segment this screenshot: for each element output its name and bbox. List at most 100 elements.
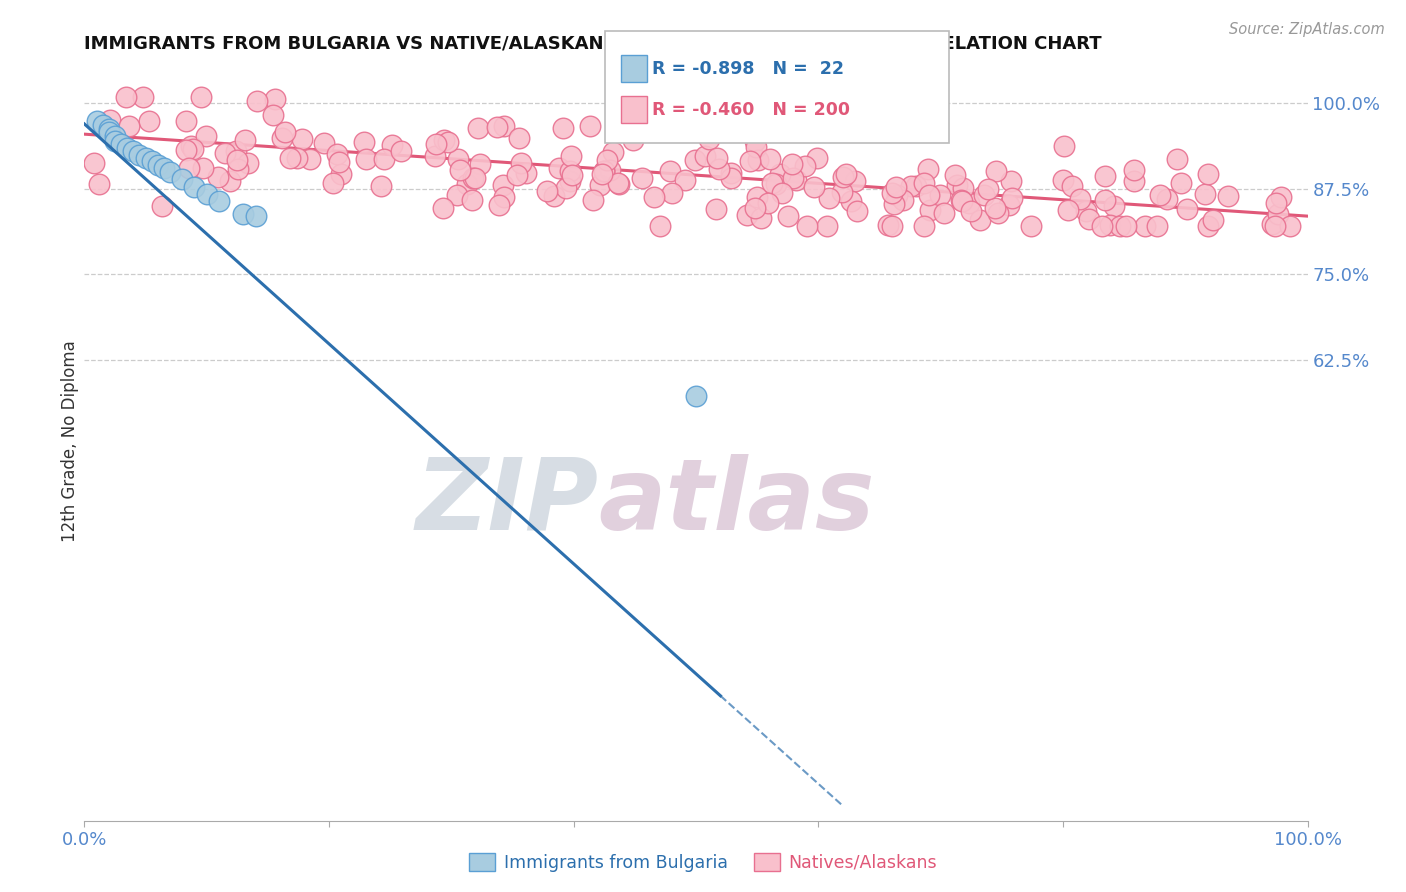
- Point: [749, 211, 772, 225]
- Point: [1261, 217, 1284, 231]
- Point: [780, 157, 803, 171]
- Point: [832, 169, 855, 184]
- Point: [83, 155, 105, 169]
- Point: [765, 177, 787, 191]
- Point: [280, 151, 302, 165]
- Point: [582, 194, 605, 208]
- Point: [235, 133, 257, 147]
- Point: [740, 154, 762, 169]
- Point: [98, 112, 121, 127]
- Point: [554, 181, 576, 195]
- Point: [172, 171, 194, 186]
- Point: [984, 164, 1007, 178]
- Point: [135, 151, 157, 165]
- Point: [494, 190, 516, 204]
- Point: [661, 186, 683, 201]
- Text: R = -0.460   N = 200: R = -0.460 N = 200: [652, 101, 851, 119]
- Point: [1094, 169, 1116, 183]
- Point: [432, 201, 454, 215]
- Text: Source: ZipAtlas.com: Source: ZipAtlas.com: [1229, 22, 1385, 37]
- Point: [180, 139, 202, 153]
- Point: [928, 187, 950, 202]
- Point: [1091, 219, 1114, 234]
- Point: [695, 149, 717, 163]
- Text: IMMIGRANTS FROM BULGARIA VS NATIVE/ALASKAN 12TH GRADE, NO DIPLOMA CORRELATION CH: IMMIGRANTS FROM BULGARIA VS NATIVE/ALASK…: [84, 35, 1102, 53]
- Point: [744, 134, 766, 148]
- Point: [1069, 192, 1091, 206]
- Point: [389, 145, 412, 159]
- Point: [1123, 174, 1146, 188]
- Point: [326, 147, 349, 161]
- Point: [673, 173, 696, 187]
- Point: [917, 162, 939, 177]
- Point: [720, 166, 742, 180]
- Point: [683, 153, 706, 167]
- Point: [794, 159, 817, 173]
- Point: [1270, 190, 1292, 204]
- Point: [607, 178, 630, 192]
- Point: [592, 164, 614, 178]
- Point: [912, 219, 935, 234]
- Point: [262, 108, 284, 122]
- Point: [183, 179, 205, 194]
- Point: [1267, 207, 1289, 221]
- Point: [246, 94, 269, 108]
- Point: [89, 177, 111, 191]
- Point: [492, 119, 515, 133]
- Point: [1194, 186, 1216, 201]
- Point: [630, 171, 652, 186]
- Point: [1102, 199, 1125, 213]
- Point: [756, 196, 779, 211]
- Point: [960, 203, 983, 218]
- Point: [759, 152, 782, 166]
- Point: [796, 219, 818, 234]
- Point: [174, 114, 197, 128]
- Point: [1216, 188, 1239, 202]
- Point: [1094, 193, 1116, 207]
- Point: [803, 179, 825, 194]
- Point: [561, 168, 583, 182]
- Point: [510, 155, 533, 169]
- Point: [122, 145, 145, 159]
- Point: [579, 119, 602, 133]
- Point: [214, 145, 236, 160]
- Point: [329, 167, 352, 181]
- Point: [150, 199, 173, 213]
- Point: [191, 161, 214, 176]
- Text: atlas: atlas: [598, 454, 875, 550]
- Point: [806, 152, 828, 166]
- Point: [883, 197, 905, 211]
- Point: [1115, 219, 1137, 234]
- Point: [506, 168, 529, 182]
- Point: [610, 114, 633, 128]
- Point: [446, 187, 468, 202]
- Point: [607, 177, 630, 191]
- Point: [449, 163, 471, 178]
- Point: [515, 166, 537, 180]
- Point: [264, 92, 287, 106]
- Point: [1099, 219, 1122, 233]
- Point: [697, 132, 720, 146]
- Point: [548, 161, 571, 175]
- Point: [831, 185, 853, 199]
- Point: [949, 193, 972, 207]
- Point: [880, 219, 903, 234]
- Point: [132, 89, 155, 103]
- Point: [104, 134, 127, 148]
- Point: [904, 179, 927, 194]
- Point: [1062, 179, 1084, 194]
- Point: [950, 194, 973, 209]
- Point: [1264, 196, 1286, 211]
- Point: [776, 209, 799, 223]
- Point: [114, 89, 136, 103]
- Point: [876, 218, 898, 232]
- Point: [1053, 139, 1076, 153]
- Point: [1122, 163, 1144, 178]
- Point: [560, 149, 582, 163]
- Point: [1057, 203, 1080, 218]
- Point: [425, 137, 447, 152]
- Point: [720, 171, 742, 186]
- Point: [918, 187, 941, 202]
- Point: [218, 174, 240, 188]
- Point: [706, 202, 728, 216]
